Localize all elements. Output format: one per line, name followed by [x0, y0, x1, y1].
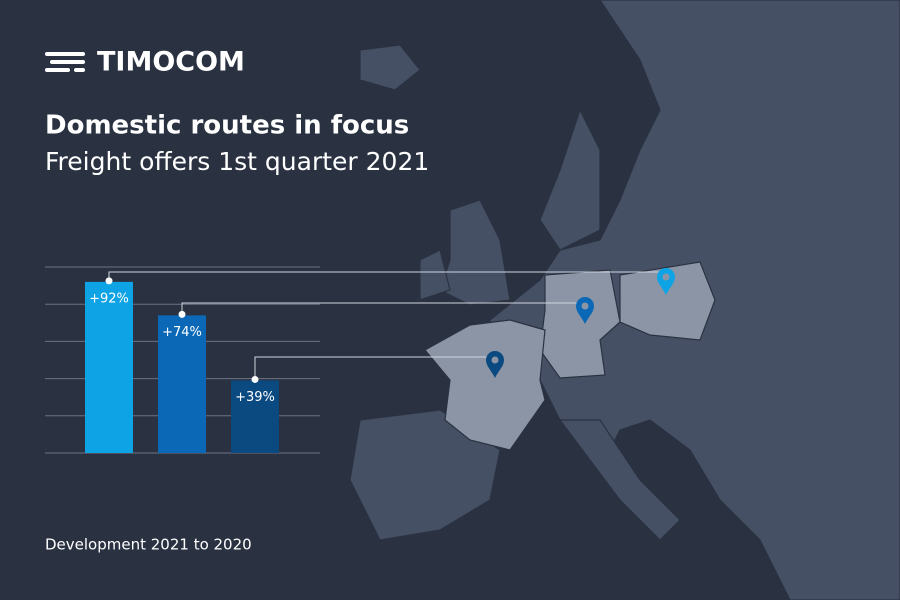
location-pin	[576, 297, 594, 324]
bar-chart: +92% +74% +39%	[45, 266, 320, 454]
chart-title: Domestic routes in focus	[45, 111, 409, 141]
connector-dot	[105, 277, 113, 285]
connector-line	[254, 356, 495, 380]
france	[424, 319, 546, 451]
location-pin	[486, 351, 504, 378]
highlighted-countries	[424, 261, 716, 451]
location-pin	[657, 268, 675, 295]
connector-dot	[178, 310, 186, 318]
bar	[231, 380, 279, 453]
bar	[158, 315, 206, 453]
footnote: Development 2021 to 2020	[45, 536, 252, 554]
logo: TIMOCOM	[97, 47, 245, 78]
chart-subtitle: Freight offers 1st quarter 2021	[45, 147, 429, 176]
logo-icon	[45, 52, 85, 72]
connector-line	[181, 302, 585, 315]
germany	[539, 269, 621, 379]
connector-dot	[251, 375, 259, 383]
location-pin-hole	[581, 302, 589, 310]
location-pin-hole	[491, 356, 499, 364]
location-pin-hole	[662, 273, 670, 281]
value-label: +92%	[89, 291, 129, 306]
bar	[85, 281, 133, 453]
value-label: +74%	[162, 325, 202, 340]
value-label: +39%	[235, 390, 275, 405]
